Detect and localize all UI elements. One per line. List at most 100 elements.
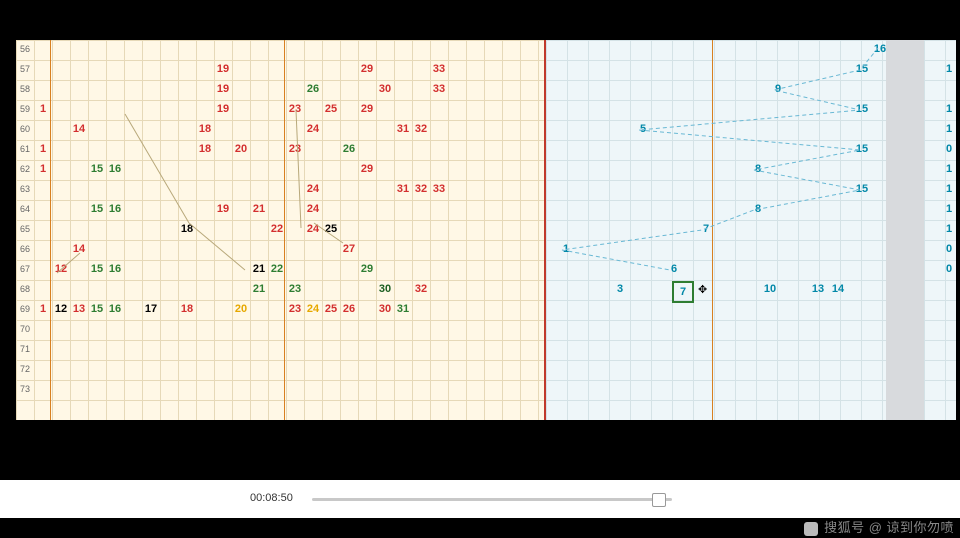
trend-value: 8 [748,203,768,215]
row-label: 69 [16,304,30,314]
row-label: 56 [16,44,30,54]
edge-value: 1 [946,223,952,235]
lottery-number: 23 [286,283,304,295]
lottery-number: 21 [250,263,268,275]
trend-value: 8 [748,163,768,175]
seek-thumb[interactable] [652,493,666,507]
row-label: 62 [16,164,30,174]
row-label: 60 [16,124,30,134]
edge-value: 1 [946,63,952,75]
lottery-number: 30 [376,283,394,295]
row-label: 65 [16,224,30,234]
lottery-number: 25 [322,103,340,115]
row-label: 68 [16,284,30,294]
lottery-number: 33 [430,63,448,75]
lottery-number: 24 [304,303,322,315]
lottery-number: 33 [430,83,448,95]
lottery-number: 31 [394,123,412,135]
lottery-number: 19 [214,83,232,95]
lottery-number: 19 [214,103,232,115]
row-label: 66 [16,244,30,254]
lottery-number: 20 [232,303,250,315]
row-label: 63 [16,184,30,194]
lottery-number: 24 [304,183,322,195]
row-label: 64 [16,204,30,214]
lottery-number: 1 [34,163,52,175]
lottery-number: 32 [412,183,430,195]
trend-value: 10 [760,283,780,295]
lottery-number: 13 [70,303,88,315]
trend-value: 1 [556,243,576,255]
trend-value: 5 [633,123,653,135]
lottery-number: 23 [286,143,304,155]
lottery-number: 24 [304,223,322,235]
row-label: 71 [16,344,30,354]
row-label: 61 [16,144,30,154]
trend-value: 16 [870,43,890,55]
time-display: 00:08:50 [250,492,293,504]
lottery-number: 27 [340,243,358,255]
lottery-number: 15 [88,263,106,275]
edge-value: 1 [946,203,952,215]
seek-track[interactable] [312,498,672,501]
lottery-number: 20 [232,143,250,155]
lottery-number: 21 [250,283,268,295]
edge-value: 0 [946,243,952,255]
lottery-number: 26 [340,303,358,315]
lottery-number: 17 [142,303,160,315]
trend-value: 14 [828,283,848,295]
lottery-number: 24 [304,123,322,135]
lottery-number: 30 [376,303,394,315]
trend-value: 9 [768,83,788,95]
lottery-number: 30 [376,83,394,95]
selected-number-box[interactable]: 7 [672,281,694,303]
lottery-number: 19 [214,63,232,75]
trend-value: 15 [852,63,872,75]
trend-value: 3 [610,283,630,295]
lottery-number: 29 [358,263,376,275]
lottery-number: 16 [106,163,124,175]
row-label: 73 [16,384,30,394]
lottery-number: 18 [178,303,196,315]
edge-value: 1 [946,163,952,175]
lottery-number: 16 [106,203,124,215]
row-label: 59 [16,104,30,114]
lottery-number: 31 [394,183,412,195]
lottery-number: 31 [394,303,412,315]
lottery-number: 14 [70,243,88,255]
lottery-number: 26 [304,83,322,95]
edge-value: 1 [946,183,952,195]
row-label: 72 [16,364,30,374]
lottery-number: 23 [286,303,304,315]
trend-value: 7 [696,223,716,235]
edge-value: 0 [946,143,952,155]
lottery-number: 23 [286,103,304,115]
lottery-number: 18 [196,143,214,155]
row-label: 67 [16,264,30,274]
lottery-number: 25 [322,303,340,315]
lottery-number: 24 [304,203,322,215]
lottery-number: 15 [88,163,106,175]
lottery-number: 26 [340,143,358,155]
trend-value: 15 [852,103,872,115]
lottery-number: 25 [322,223,340,235]
lottery-number: 18 [178,223,196,235]
trend-value: 13 [808,283,828,295]
lottery-number: 12 [52,303,70,315]
lottery-number: 1 [34,103,52,115]
lottery-number: 29 [358,63,376,75]
edge-value: 0 [946,263,952,275]
trend-value: 15 [852,143,872,155]
video-page: 5657585960616263646566676869707172731929… [0,0,960,538]
lottery-number: 12 [52,263,70,275]
lottery-number: 29 [358,163,376,175]
lottery-number: 21 [250,203,268,215]
trend-value: 6 [664,263,684,275]
lottery-number: 29 [358,103,376,115]
video-frame: 5657585960616263646566676869707172731929… [0,0,960,480]
lottery-number: 32 [412,283,430,295]
lottery-number: 22 [268,223,286,235]
edge-value: 1 [946,103,952,115]
watermark: 搜狐号 @ 谅到你勿喷 [804,517,954,536]
lottery-number: 33 [430,183,448,195]
